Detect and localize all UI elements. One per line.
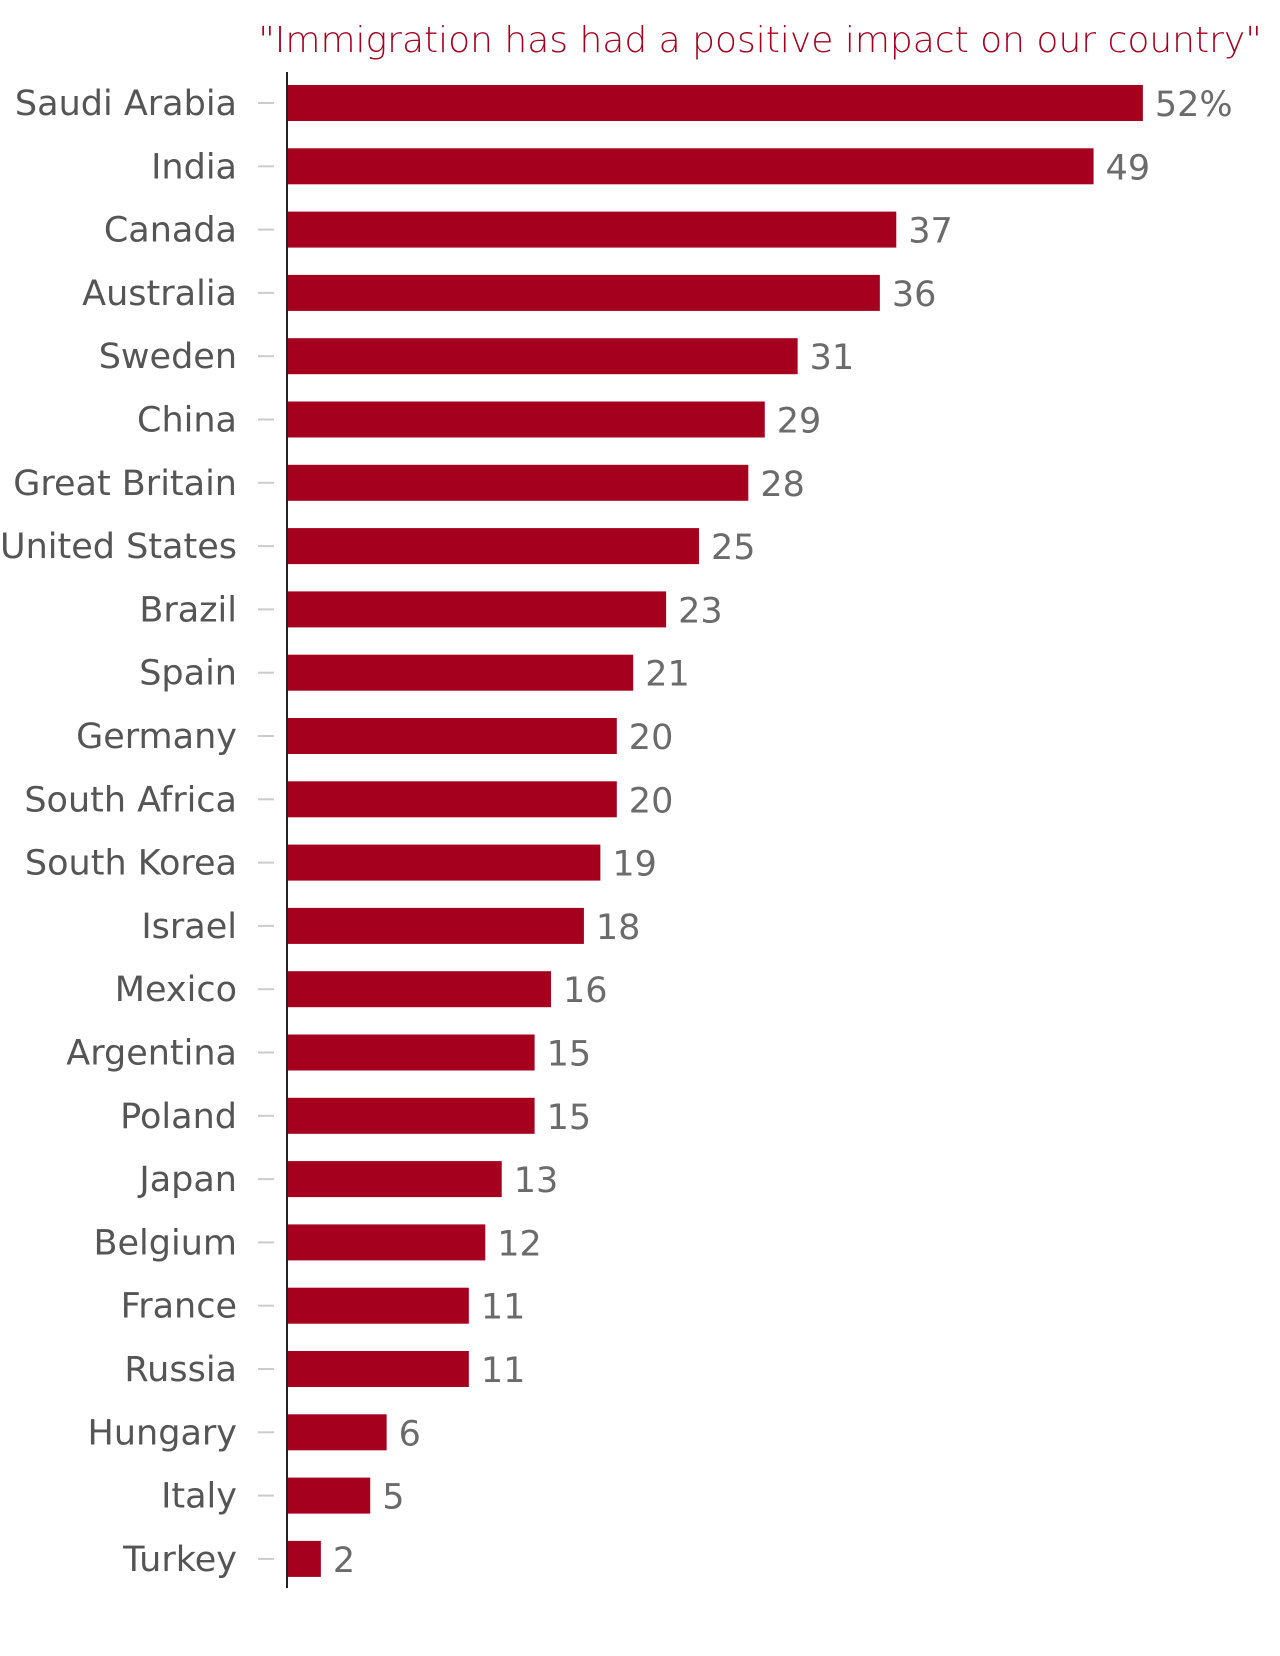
bar xyxy=(288,1414,387,1451)
bar-row: Great Britain 28 xyxy=(13,464,805,505)
bar xyxy=(288,401,765,438)
value-label: 31 xyxy=(810,338,855,378)
category-label: Italy xyxy=(161,1477,237,1517)
value-label: 11 xyxy=(481,1288,526,1328)
bar xyxy=(288,274,880,311)
bar xyxy=(288,1034,535,1071)
category-label: Israel xyxy=(141,907,237,947)
value-label: 52% xyxy=(1155,85,1233,125)
value-label: 16 xyxy=(563,971,608,1011)
bar-row: Hungary 6 xyxy=(88,1413,421,1454)
bar xyxy=(288,148,1094,185)
value-label: 37 xyxy=(908,212,953,252)
bar-row: South Korea 19 xyxy=(25,844,657,885)
bar-row: India 49 xyxy=(151,147,1150,188)
bar-row: Italy 5 xyxy=(161,1477,404,1518)
bar xyxy=(288,907,584,944)
bar-row: Canada 37 xyxy=(104,211,953,252)
bar xyxy=(288,844,601,881)
category-label: Sweden xyxy=(99,337,237,377)
bar-row: Brazil 23 xyxy=(139,590,722,631)
value-label: 2 xyxy=(333,1541,355,1581)
bar-row: Japan 13 xyxy=(137,1160,558,1201)
value-label: 18 xyxy=(596,908,641,948)
category-label: France xyxy=(121,1287,237,1327)
category-label: Mexico xyxy=(115,970,237,1010)
category-label: Brazil xyxy=(139,590,237,630)
bar xyxy=(288,718,617,754)
category-label: Russia xyxy=(124,1350,237,1390)
value-label: 28 xyxy=(760,465,805,505)
value-label: 49 xyxy=(1106,148,1151,188)
bar xyxy=(288,211,897,248)
category-label: Spain xyxy=(139,654,237,694)
bar-row: Spain 21 xyxy=(139,654,690,695)
bar xyxy=(288,1224,486,1261)
bar-row: Argentina 15 xyxy=(66,1034,591,1075)
category-label: Turkey xyxy=(122,1540,237,1580)
bar-row: Turkey 2 xyxy=(122,1540,355,1581)
bar-row: United States 25 xyxy=(0,527,756,568)
value-label: 25 xyxy=(711,528,756,568)
bar xyxy=(288,528,699,565)
category-label: Poland xyxy=(120,1097,237,1137)
category-label: Canada xyxy=(104,211,237,251)
category-label: Japan xyxy=(137,1160,237,1200)
category-label: Australia xyxy=(82,274,237,314)
bar xyxy=(288,971,552,1008)
category-label: Saudi Arabia xyxy=(15,84,237,124)
value-label: 21 xyxy=(645,655,690,695)
bar xyxy=(288,1097,535,1134)
bars-group: Saudi Arabia 52% India 49 Canada 37 Australia 3… xyxy=(0,84,1233,1581)
bar-row: Russia 11 xyxy=(124,1350,525,1391)
bar-row: Mexico 16 xyxy=(115,970,608,1011)
bar-row: France 11 xyxy=(121,1287,526,1328)
bar-row: Australia 36 xyxy=(82,274,936,315)
bar xyxy=(288,654,634,691)
value-label: 36 xyxy=(892,275,937,315)
bar xyxy=(288,1540,321,1577)
category-label: Argentina xyxy=(66,1034,237,1074)
category-label: Belgium xyxy=(94,1223,238,1263)
value-label: 23 xyxy=(678,591,723,631)
category-label: South Africa xyxy=(24,780,237,820)
category-label: Germany xyxy=(76,717,237,757)
value-label: 13 xyxy=(514,1161,559,1201)
chart-title: "Immigration has had a positive impact o… xyxy=(258,20,1262,61)
bar-row: China 29 xyxy=(137,401,821,442)
bar-row: Israel 18 xyxy=(141,907,640,948)
value-label: 20 xyxy=(629,718,674,758)
category-label: China xyxy=(137,401,237,441)
bar-row: Germany 20 xyxy=(76,717,673,758)
bar xyxy=(288,1161,502,1198)
bar-row: Belgium 12 xyxy=(94,1223,542,1264)
bar xyxy=(288,781,617,818)
bar xyxy=(288,1351,469,1387)
bar xyxy=(288,591,667,628)
bar-row: Saudi Arabia 52% xyxy=(15,84,1233,125)
value-label: 5 xyxy=(382,1478,404,1518)
value-label: 15 xyxy=(547,1098,592,1138)
value-label: 12 xyxy=(497,1224,542,1264)
bar xyxy=(288,338,798,375)
value-label: 11 xyxy=(481,1351,526,1391)
value-label: 29 xyxy=(777,402,822,442)
bar-row: South Africa 20 xyxy=(24,780,673,821)
value-label: 6 xyxy=(399,1414,421,1454)
bar xyxy=(288,1287,469,1324)
bar-row: Poland 15 xyxy=(120,1097,591,1138)
category-label: India xyxy=(151,147,237,187)
category-label: Hungary xyxy=(88,1413,237,1453)
category-label: United States xyxy=(0,527,237,567)
bar-row: Sweden 31 xyxy=(99,337,854,378)
value-label: 15 xyxy=(547,1035,592,1075)
value-label: 20 xyxy=(629,781,674,821)
category-label: South Korea xyxy=(25,844,237,884)
bar xyxy=(288,85,1143,121)
category-label: Great Britain xyxy=(13,464,237,504)
bar xyxy=(288,464,749,501)
bar xyxy=(288,1477,371,1514)
value-label: 19 xyxy=(612,845,657,885)
